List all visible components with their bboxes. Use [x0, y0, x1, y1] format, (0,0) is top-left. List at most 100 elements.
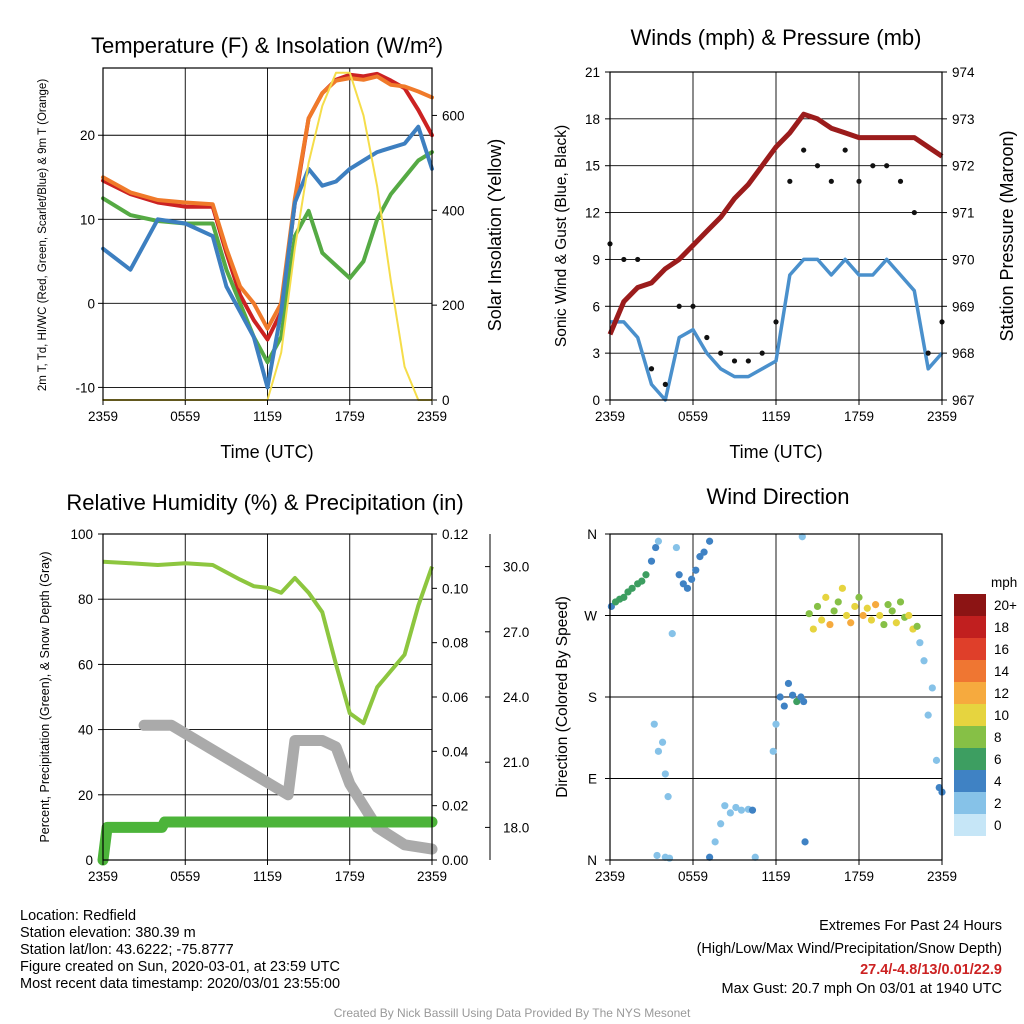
gust-point [648, 366, 655, 372]
x-tick-label: 0559 [678, 409, 708, 424]
direction-point [809, 625, 817, 633]
gust-point [662, 381, 668, 387]
x-tick-label: 2359 [88, 869, 118, 884]
direction-point [813, 602, 822, 611]
x-tick-label: 1159 [761, 409, 790, 424]
y-tick-label: 15 [585, 159, 600, 174]
extremes-summary: Extremes For Past 24 Hours (High/Low/Max… [697, 918, 1002, 998]
y-axis-label: Percent, Precipitation (Green), & Snow D… [38, 551, 52, 842]
direction-point [859, 611, 867, 620]
x-tick-label: 1159 [253, 409, 282, 424]
y2-tick-label: 971 [952, 206, 975, 221]
direction-point [642, 571, 650, 579]
direction-point [711, 838, 719, 846]
legend-title: mph [991, 575, 1017, 590]
extremes-title: Extremes For Past 24 Hours [819, 918, 1002, 934]
y-axis-label: Direction (Colored By Speed) [554, 596, 571, 798]
gust-point [704, 334, 710, 341]
gust-point [814, 163, 821, 169]
gust-point [718, 350, 724, 356]
y2-tick-label: 0.12 [442, 527, 468, 542]
y-tick-label: 100 [70, 527, 93, 542]
legend-swatch [954, 726, 986, 748]
legend-swatch [954, 814, 986, 836]
y3-tick-label: 21.0 [503, 755, 529, 770]
legend-swatch [954, 638, 986, 660]
most-recent-timestamp: Most recent data timestamp: 2020/03/01 2… [20, 976, 341, 992]
direction-point [675, 571, 683, 579]
legend-label: 2 [994, 796, 1002, 811]
direction-point [896, 598, 905, 606]
direction-point [932, 756, 941, 764]
gust-point [731, 358, 738, 364]
y2-tick-label: 970 [952, 252, 975, 267]
y-tick-label: 12 [585, 206, 600, 221]
direction-point [916, 639, 924, 647]
y-tick-label: 80 [78, 592, 93, 607]
y-tick-label: 21 [585, 65, 600, 80]
y-tick-label: 20 [78, 788, 93, 803]
direction-point [683, 584, 692, 592]
direction-point [661, 770, 669, 778]
gust-point [911, 209, 917, 216]
direction-point [780, 702, 788, 710]
figure-created: Figure created on Sun, 2020-03-01, at 23… [20, 959, 340, 975]
x-tick-label: 1759 [335, 869, 365, 884]
gust-point [884, 163, 890, 169]
gust-point [842, 147, 848, 153]
direction-point [880, 620, 888, 629]
legend-swatch [954, 660, 986, 682]
direction-point [805, 610, 813, 618]
station-elevation: Station elevation: 380.39 m [20, 925, 196, 941]
direction-point [913, 622, 921, 630]
x-tick-label: 1159 [761, 869, 790, 884]
direction-point [818, 616, 826, 624]
series-line-precipitation [97, 816, 438, 866]
legend-label: 0 [994, 818, 1002, 833]
legend-swatch [954, 748, 986, 770]
direction-point [620, 593, 628, 601]
x-tick-label: 0559 [170, 869, 200, 884]
y-axis-label: 2m T, Td, HI/WC (Red, Green, Scarlet/Blu… [37, 79, 49, 391]
legend-label: 10 [994, 708, 1009, 723]
legend-swatch [954, 770, 986, 792]
gust-point [773, 319, 779, 325]
direction-point [726, 809, 734, 817]
y-tick-label: E [588, 772, 597, 787]
direction-point [654, 747, 663, 755]
x-tick-label: 2359 [927, 409, 957, 424]
direction-point [793, 697, 801, 706]
direction-point [834, 598, 842, 606]
y-tick-label: 9 [592, 252, 600, 267]
direction-point [696, 553, 704, 561]
direction-point [867, 616, 876, 624]
y2-tick-label: 969 [952, 299, 975, 314]
direction-point [668, 630, 676, 638]
y3-tick-label: 30.0 [503, 560, 529, 575]
y-tick-label: N [587, 853, 597, 868]
legend-label: 20+ [994, 598, 1017, 613]
x-tick-label: 2359 [927, 869, 957, 884]
x-tick-label: 1159 [253, 869, 282, 884]
station-latlon: Station lat/lon: 43.6222; -75.8777 [20, 942, 234, 958]
x-tick-label: 2359 [595, 869, 625, 884]
station-info: Location: Redfield Station elevation: 38… [20, 908, 340, 993]
y3-tick-label: 27.0 [503, 625, 529, 640]
direction-point [826, 620, 834, 629]
gust-point [759, 350, 765, 356]
y2-tick-label: 600 [442, 108, 465, 123]
gust-point [635, 256, 641, 263]
legend-label: 12 [994, 686, 1009, 701]
x-tick-label: 1759 [844, 869, 874, 884]
max-gust: Max Gust: 20.7 mph On 03/01 at 1940 UTC [721, 981, 1002, 997]
y2-axis-label: Solar Insolation (Yellow) [485, 139, 505, 331]
y3-tick-label: 18.0 [503, 820, 529, 835]
y2-tick-label: 0.10 [442, 581, 468, 596]
x-tick-label: 1759 [844, 409, 874, 424]
direction-point [924, 711, 932, 719]
direction-point [706, 537, 714, 545]
direction-point [892, 619, 900, 627]
y3-tick-label: 24.0 [503, 690, 529, 705]
y2-tick-label: 200 [442, 298, 465, 313]
